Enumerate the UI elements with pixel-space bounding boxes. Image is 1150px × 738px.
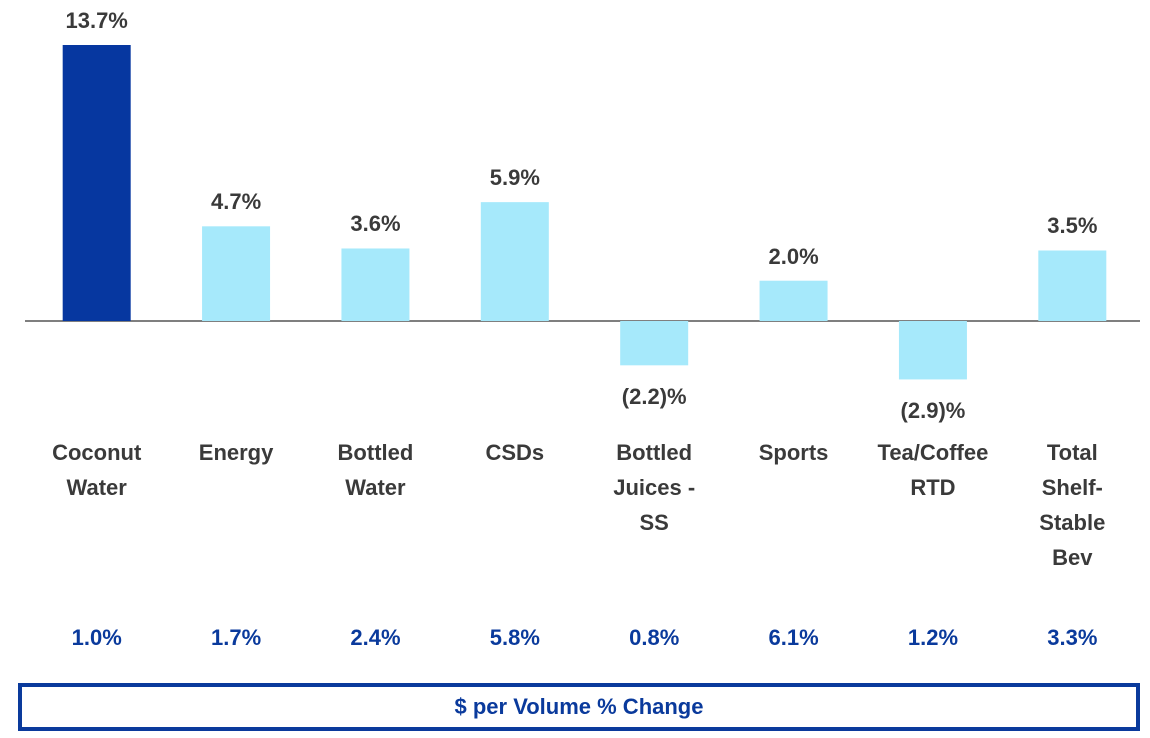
- bar: [620, 321, 689, 366]
- secondary-value-label: 5.8%: [489, 625, 540, 650]
- value-label: 13.7%: [65, 8, 128, 33]
- secondary-value-label: 0.8%: [629, 625, 680, 650]
- category-label: CSDs: [485, 440, 545, 465]
- category-label: Energy: [198, 440, 274, 465]
- value-label: (2.9)%: [900, 398, 966, 424]
- secondary-value-label: 1.0%: [71, 625, 122, 650]
- value-label: 2.0%: [768, 243, 819, 269]
- value-label: (2.2)%: [621, 384, 687, 410]
- secondary-value-label: 1.7%: [210, 625, 262, 650]
- category-label: Bottled Juices - SS: [613, 440, 696, 535]
- bar: [202, 226, 271, 321]
- secondary-value-label: 1.2%: [907, 625, 959, 650]
- category-label: Tea/Coffee RTD: [877, 440, 989, 500]
- bar: [898, 321, 967, 380]
- category-label: Bottled Water: [337, 440, 414, 500]
- secondary-value-label: 3.3%: [1047, 625, 1098, 650]
- value-label: 5.9%: [489, 165, 540, 191]
- bar: [62, 45, 131, 321]
- category-label: Total Shelf-Stable Bev: [1039, 440, 1106, 570]
- bar: [759, 280, 828, 321]
- bar: [480, 202, 549, 321]
- bar: [1038, 250, 1107, 321]
- bar: [341, 248, 410, 321]
- category-label: Coconut Water: [52, 440, 142, 500]
- secondary-title: $ per Volume % Change: [18, 683, 1140, 731]
- secondary-value-label: 6.1%: [768, 625, 819, 650]
- secondary-value-label: 2.4%: [350, 625, 401, 650]
- value-label: 3.6%: [350, 211, 401, 237]
- value-label: 3.5%: [1047, 213, 1098, 239]
- value-label: 4.7%: [210, 189, 262, 215]
- category-label: Sports: [758, 440, 829, 465]
